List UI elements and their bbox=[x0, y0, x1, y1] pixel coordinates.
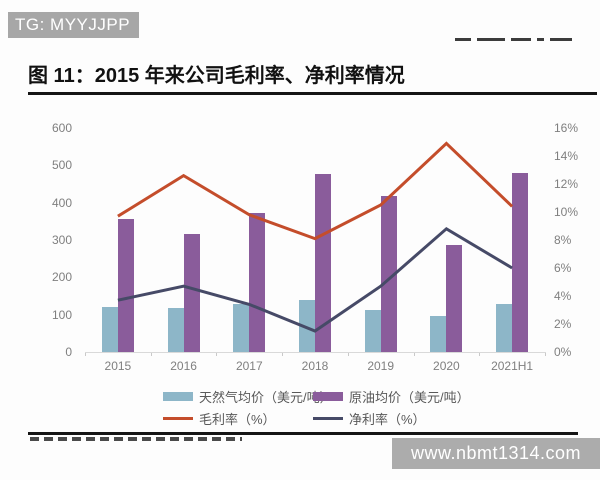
x-label-2021H1: 2021H1 bbox=[491, 359, 534, 373]
legend-item-net-margin: 净利率（%） bbox=[313, 409, 426, 428]
left-tick-500: 500 bbox=[51, 158, 72, 173]
right-tick-16%: 16% bbox=[554, 121, 579, 135]
cropped-source-text-artifact bbox=[30, 437, 242, 441]
title-divider bbox=[28, 92, 597, 95]
cropped-text-artifact-top bbox=[455, 38, 572, 41]
right-tick-12%: 12% bbox=[554, 177, 579, 191]
right-tick-8%: 8% bbox=[554, 233, 572, 247]
bar-gas-price-2017 bbox=[233, 304, 250, 352]
bar-oil-price-2019 bbox=[380, 195, 397, 352]
legend-item-gross-margin: 毛利率（%） bbox=[163, 409, 276, 428]
x-label-2015: 2015 bbox=[104, 359, 132, 373]
x-label-2020: 2020 bbox=[433, 359, 460, 373]
oil-price-bar-swatch bbox=[313, 392, 343, 401]
bar-gas-price-2019 bbox=[364, 310, 381, 352]
bar-oil-price-2020 bbox=[446, 244, 463, 352]
x-label-2017: 2017 bbox=[235, 359, 263, 373]
line-layer bbox=[117, 141, 514, 333]
x-label-2018: 2018 bbox=[301, 359, 329, 373]
bar-gas-price-2018 bbox=[299, 299, 315, 352]
bar-gas-price-2016 bbox=[167, 308, 184, 352]
plot-area bbox=[85, 128, 545, 352]
left-tick-100: 100 bbox=[51, 307, 72, 322]
bar-gas-price-2015 bbox=[101, 306, 118, 352]
x-axis-tick bbox=[85, 353, 86, 356]
right-tick-0%: 0% bbox=[554, 345, 572, 359]
x-axis-tick bbox=[347, 353, 349, 356]
x-axis-line bbox=[85, 352, 546, 353]
artifact-dash bbox=[550, 38, 572, 41]
left-tick-600: 600 bbox=[51, 121, 72, 135]
x-axis-tick bbox=[479, 353, 481, 356]
right-tick-14%: 14% bbox=[554, 149, 579, 163]
bar-oil-price-2016 bbox=[183, 234, 200, 352]
watermark-badge: www.nbmt1314.com bbox=[392, 438, 600, 469]
bar-oil-price-2018 bbox=[315, 173, 331, 352]
legend-label: 原油均价（美元/吨） bbox=[349, 390, 470, 405]
artifact-dash bbox=[511, 38, 531, 41]
legend-label: 毛利率（%） bbox=[199, 412, 276, 427]
left-tick-200: 200 bbox=[51, 270, 72, 285]
bar-oil-price-2017 bbox=[249, 212, 266, 352]
left-tick-0: 0 bbox=[65, 345, 72, 359]
x-axis-tick bbox=[282, 353, 284, 356]
net-margin-line-swatch bbox=[313, 417, 343, 420]
legend-label: 天然气均价（美元/吨） bbox=[199, 390, 333, 405]
bar-gas-price-2021H1 bbox=[496, 303, 513, 352]
x-axis-tick bbox=[545, 353, 546, 356]
gross-margin-line-swatch bbox=[163, 417, 193, 420]
watermark-text: www.nbmt1314.com bbox=[410, 443, 582, 463]
x-axis-tick bbox=[216, 353, 218, 356]
right-tick-10%: 10% bbox=[554, 205, 579, 219]
legend-item-oil-price: 原油均价（美元/吨） bbox=[313, 387, 470, 406]
left-tick-400: 400 bbox=[51, 195, 72, 210]
bar-gas-price-2020 bbox=[430, 316, 447, 352]
gross-margin-line bbox=[117, 141, 514, 241]
artifact-dash bbox=[477, 38, 505, 41]
right-tick-4%: 4% bbox=[554, 289, 572, 303]
legend-item-gas-price: 天然气均价（美元/吨） bbox=[163, 387, 333, 406]
artifact-dash bbox=[455, 38, 471, 41]
x-label-2019: 2019 bbox=[367, 359, 395, 373]
header-badge-text: TG: MYYJJPP bbox=[15, 15, 131, 34]
gas-price-bar-swatch bbox=[163, 392, 193, 401]
figure-title: 图 11：2015 年来公司毛利率、净利率情况 bbox=[28, 65, 405, 87]
x-label-2016: 2016 bbox=[170, 359, 197, 373]
artifact-dash bbox=[537, 38, 544, 41]
x-axis-tick bbox=[150, 353, 152, 356]
right-tick-6%: 6% bbox=[554, 261, 572, 275]
bar-oil-price-2021H1 bbox=[512, 172, 529, 352]
net-margin-line bbox=[117, 226, 513, 333]
header-badge: TG: MYYJJPP bbox=[8, 12, 139, 38]
x-axis-tick bbox=[413, 353, 415, 356]
right-tick-2%: 2% bbox=[554, 317, 572, 331]
legend-label: 净利率（%） bbox=[349, 412, 426, 427]
left-tick-300: 300 bbox=[51, 233, 72, 247]
bar-oil-price-2015 bbox=[117, 219, 134, 352]
bottom-divider bbox=[28, 432, 578, 435]
